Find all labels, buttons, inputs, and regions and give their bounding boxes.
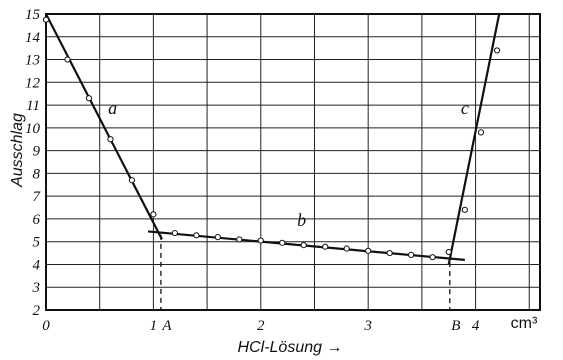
data-point-b [386,249,393,257]
data-point-a [150,211,157,218]
y-tick-label: 4 [33,257,41,273]
data-point-c [493,47,501,54]
y-axis-label: Ausschlag [9,113,26,188]
plot-frame [45,13,541,311]
data-point-b [236,236,243,243]
data-point-c [477,129,485,136]
x-axis-label: HCl-Lösung → [238,339,343,356]
y-tick-label: 7 [33,189,42,205]
y-tick-label: 11 [26,98,40,114]
y-tick-label: 3 [32,280,41,296]
data-point-a [42,16,50,23]
series-line-c [447,13,501,265]
y-tick-label: 6 [33,212,41,228]
data-point-b [322,243,329,250]
y-tick-label: 12 [25,75,41,91]
data-point-b [193,232,200,239]
x-tick-label: 1 [150,318,158,334]
y-tick-label: 14 [25,30,41,46]
series-label-a: a [108,98,117,118]
data-points [42,16,501,261]
grid [46,13,540,311]
y-tick-label: 13 [25,53,40,69]
series-label-b: b [297,210,306,230]
series-lines [45,13,501,265]
y-tick-label: 2 [33,303,41,319]
data-point-b [300,242,307,249]
x-tick-label: 2 [257,318,265,334]
data-point-b [343,245,350,252]
marker-label-A: A [161,318,172,334]
data-point-a [85,95,93,102]
marker-label-B: B [451,318,460,334]
series-label-c: c [461,98,469,118]
data-point-b [257,237,264,244]
plot-border [45,13,541,311]
data-point-b [408,251,415,258]
y-tick-label: 10 [25,121,41,137]
data-point-a [128,177,136,184]
data-point-b [171,229,178,237]
data-point-b [365,247,372,254]
data-point-a [64,56,71,63]
series-labels: a b c [108,98,469,230]
data-point-b [214,234,221,241]
y-tick-label: 9 [33,144,41,160]
series-line-a [45,13,163,240]
data-point-c [461,206,468,213]
x-unit-label: cm³ [511,315,538,332]
data-point-b [429,254,436,261]
y-tick-label: 15 [25,7,41,23]
data-point-b [279,239,286,246]
y-tick-label: 8 [33,166,41,182]
x-tick-label: 0 [42,318,50,334]
x-tick-label: 3 [363,318,372,334]
data-point-a [107,136,114,143]
y-tick-label: 5 [33,235,41,251]
data-point-b [445,248,452,256]
x-tick-label: 4 [472,318,480,334]
